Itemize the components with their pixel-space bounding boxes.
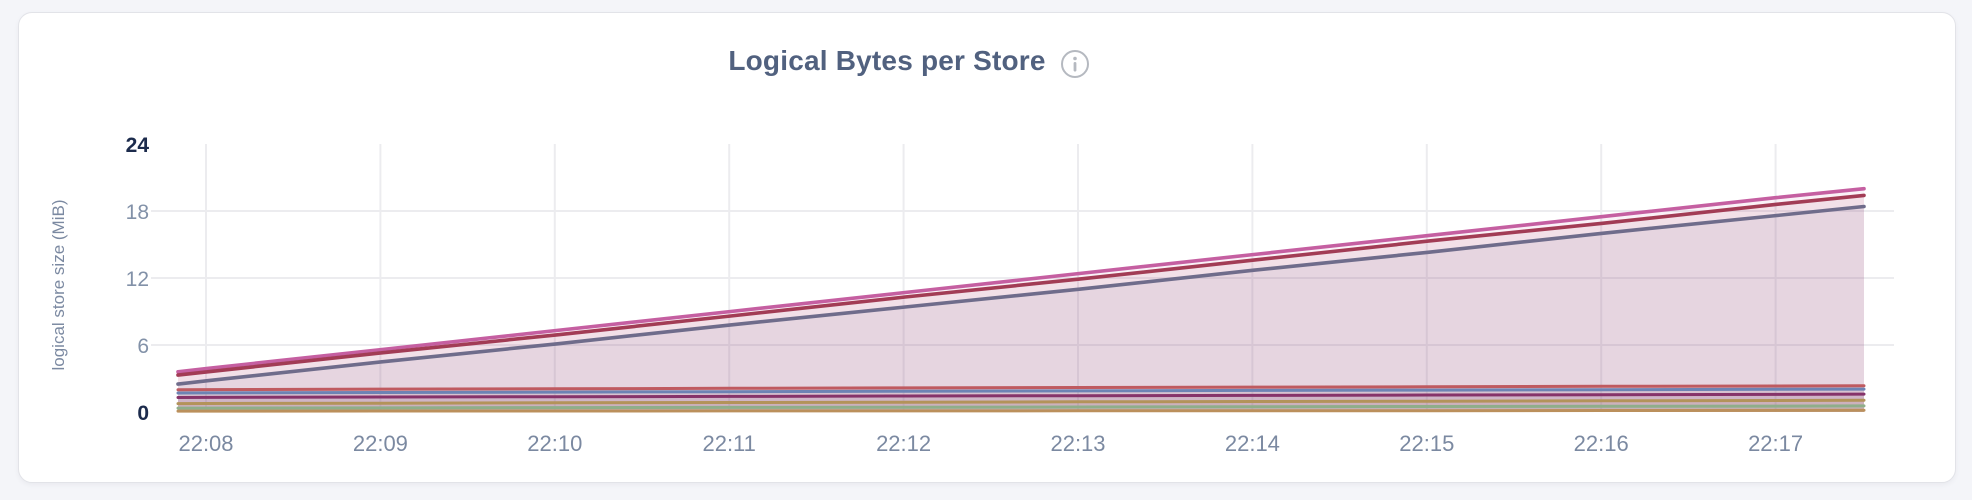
x-tick-label: 22:15 — [1399, 431, 1455, 456]
series-line-1 — [176, 186, 1866, 374]
x-tick-label: 22:16 — [1573, 431, 1629, 456]
y-tick-label: 0 — [137, 402, 149, 425]
series-line-6 — [176, 392, 1866, 399]
chart-title: Logical Bytes per Store — [728, 45, 1046, 76]
series-line-3 — [176, 204, 1866, 386]
y-tick-label: 6 — [137, 335, 149, 358]
y-tick-label: 18 — [125, 201, 149, 224]
x-tick-label: 22:17 — [1748, 431, 1804, 456]
series-line-5 — [176, 387, 1866, 395]
x-tick-label: 22:14 — [1224, 431, 1280, 456]
chart-header: Logical Bytes per Store — [19, 43, 1799, 79]
series-line-7 — [176, 398, 1866, 406]
x-tick-label: 22:13 — [1050, 431, 1106, 456]
series-line-9 — [176, 408, 1866, 413]
series-line-8 — [176, 404, 1866, 410]
series-area-1 — [178, 188, 1864, 412]
series-line-2 — [176, 193, 1866, 377]
x-tick-label: 22:09 — [352, 431, 408, 456]
series-area-3 — [178, 206, 1864, 412]
line-chart-plot[interactable] — [19, 13, 1957, 484]
series-line-4 — [176, 384, 1866, 392]
y-tick-label: 12 — [125, 268, 149, 291]
x-tick-label: 22:10 — [527, 431, 583, 456]
x-tick-label: 22:12 — [876, 431, 932, 456]
y-tick-label: 24 — [125, 134, 149, 157]
x-tick-label: 22:08 — [178, 431, 234, 456]
info-icon[interactable] — [1060, 49, 1090, 79]
x-tick-label: 22:11 — [702, 431, 756, 456]
chart-card: Logical Bytes per Store logical store si… — [18, 12, 1956, 483]
